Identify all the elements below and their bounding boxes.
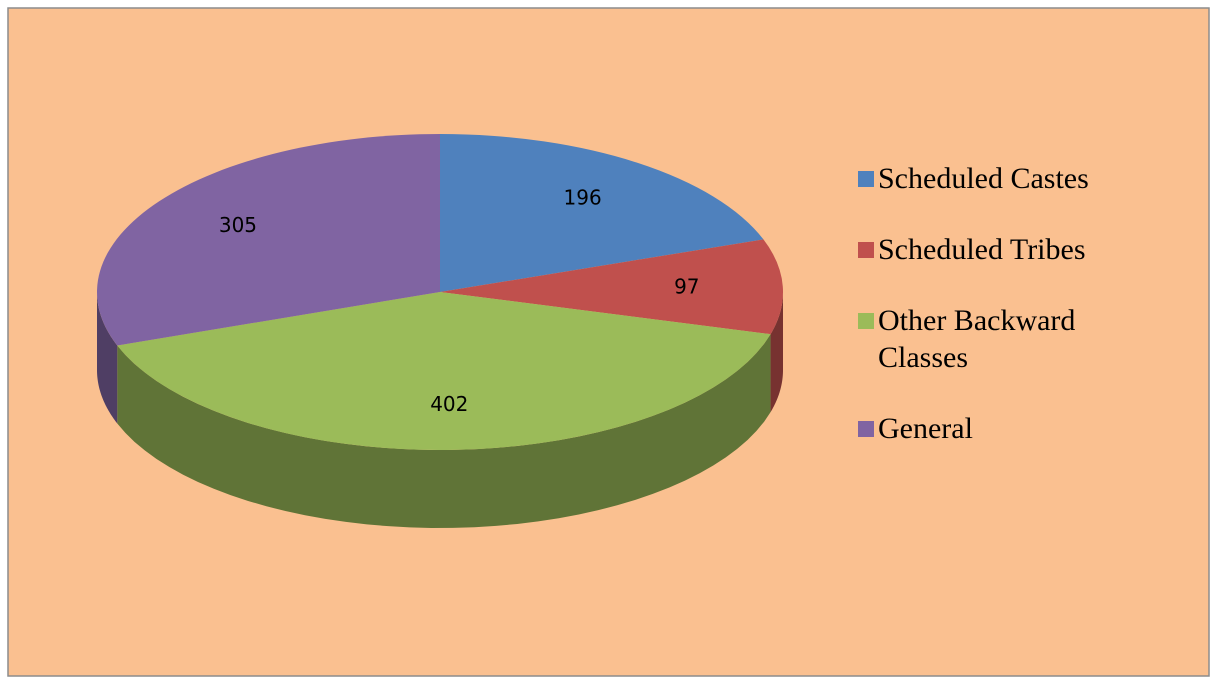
slice-side xyxy=(97,292,118,424)
slice xyxy=(96,134,440,346)
slice xyxy=(440,134,764,292)
legend-item: Other Backward Classes xyxy=(858,302,1188,376)
data-label: 196 xyxy=(564,186,602,210)
legend-label: General xyxy=(878,412,973,445)
slice-side xyxy=(770,292,783,413)
legend-label: Scheduled Castes xyxy=(878,162,1089,195)
legend-swatch xyxy=(858,421,874,437)
legend-swatch xyxy=(858,171,874,187)
legend-label: Scheduled Tribes xyxy=(878,233,1086,266)
legend-label: Other Backward Classes xyxy=(878,304,1076,374)
slice xyxy=(440,239,784,335)
slice xyxy=(117,292,771,451)
legend-item: General xyxy=(858,410,1188,447)
data-label: 305 xyxy=(219,213,257,237)
legend: Scheduled Castes Scheduled Tribes Other Ba… xyxy=(858,160,1188,481)
legend-swatch xyxy=(858,242,874,258)
slice-side xyxy=(117,334,771,528)
legend-item: Scheduled Tribes xyxy=(858,231,1188,268)
data-label: 97 xyxy=(674,275,699,299)
legend-swatch xyxy=(858,313,874,329)
data-label: 402 xyxy=(430,392,468,416)
legend-item: Scheduled Castes xyxy=(858,160,1188,197)
